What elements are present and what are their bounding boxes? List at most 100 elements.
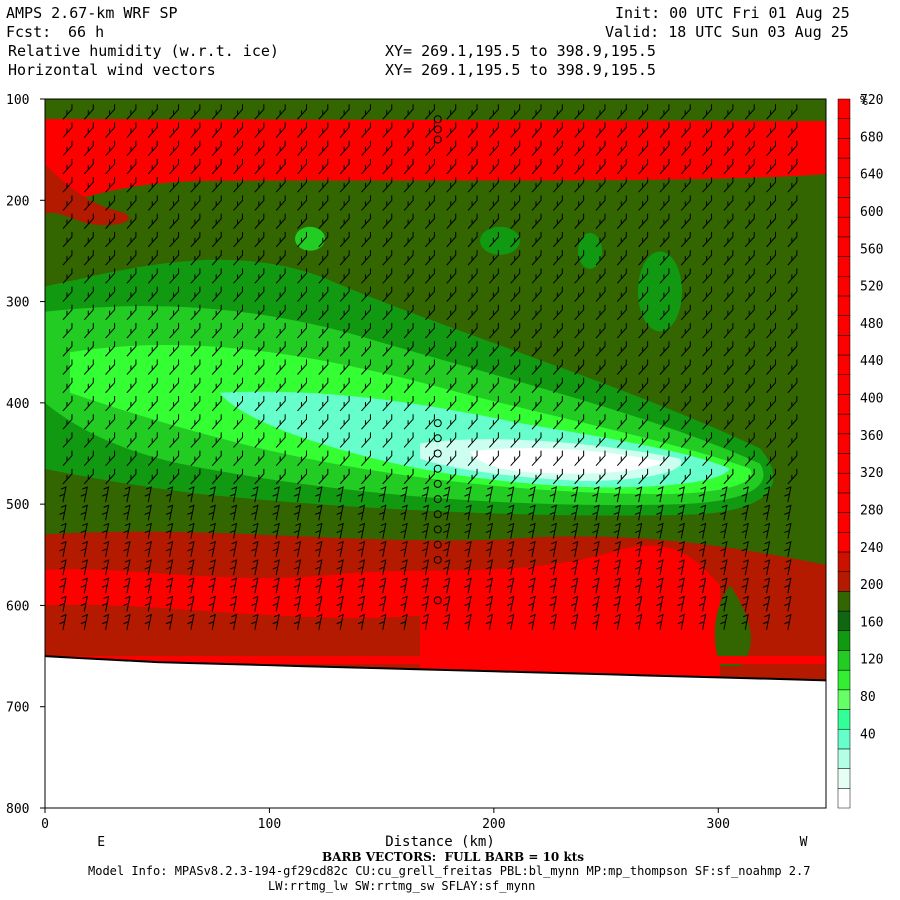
wind-barb <box>297 213 307 229</box>
wind-barb <box>680 304 691 321</box>
wind-barb <box>488 104 499 120</box>
wind-barb <box>467 323 478 339</box>
colorbar-swatch <box>837 413 851 435</box>
wind-barb <box>787 468 798 485</box>
wind-barb <box>723 104 734 120</box>
rh-patch-4 <box>578 232 602 269</box>
wind-barb <box>105 231 116 248</box>
wind-barb <box>659 268 670 284</box>
wind-barb <box>297 158 307 175</box>
wind-barb <box>510 122 521 138</box>
wind-barb <box>169 213 180 229</box>
calm-circle <box>433 555 442 564</box>
wind-barb <box>638 359 649 375</box>
wind-barb <box>659 140 670 157</box>
wind-barbs <box>59 104 798 630</box>
wind-barb <box>510 395 521 412</box>
wind-barb <box>169 304 180 321</box>
wind-barb <box>485 559 494 576</box>
wind-barb <box>361 158 371 175</box>
wind-barb <box>382 432 393 448</box>
wind-barb <box>425 195 435 211</box>
wind-barb <box>318 323 329 339</box>
wind-barb <box>105 395 116 412</box>
wind-barb <box>659 377 670 394</box>
wind-barb <box>638 468 649 485</box>
wind-barb <box>275 177 286 193</box>
wind-barb <box>233 250 244 266</box>
wind-barb <box>488 359 499 375</box>
wind-barb <box>680 140 691 157</box>
wind-barb <box>190 432 201 448</box>
colorbar-swatch <box>837 276 851 297</box>
wind-barb <box>595 140 606 157</box>
wind-barb <box>680 158 691 175</box>
wind-barb <box>592 577 600 594</box>
wind-barb <box>510 359 521 375</box>
wind-barb <box>595 250 606 266</box>
wind-barb <box>400 577 408 594</box>
wind-barb <box>208 486 216 503</box>
wind-barb <box>488 468 499 485</box>
wind-barb <box>229 595 238 612</box>
wind-barb <box>361 304 371 321</box>
wind-barb <box>59 522 67 539</box>
wind-barb <box>616 122 627 138</box>
wind-barb <box>59 613 67 630</box>
colorbar-swatch <box>837 177 851 198</box>
wind-barb <box>723 286 734 302</box>
wind-barb <box>425 158 435 175</box>
wind-barb <box>169 359 180 375</box>
wind-barb <box>443 541 451 557</box>
wind-barb <box>254 104 265 120</box>
wind-barb <box>83 140 94 157</box>
wind-barb <box>766 304 777 321</box>
wind-barb <box>297 250 307 266</box>
wind-barb <box>570 522 579 539</box>
wind-barb <box>787 450 798 466</box>
wind-barb <box>485 613 494 630</box>
wind-barb <box>83 104 94 120</box>
wind-barb <box>62 177 73 193</box>
wind-barb <box>83 395 94 412</box>
plot-area <box>45 99 826 808</box>
wind-barb <box>361 231 371 248</box>
wind-barb <box>229 486 238 503</box>
wind-barb <box>446 432 457 448</box>
wind-barb <box>297 359 307 375</box>
wind-barb <box>574 286 585 302</box>
colorbar-swatch <box>837 118 851 139</box>
wind-barb <box>83 304 94 321</box>
wind-barb <box>531 286 542 302</box>
wind-barb <box>616 140 627 157</box>
wind-barb <box>147 395 158 412</box>
wind-barb <box>656 559 664 576</box>
wind-barb <box>275 195 286 211</box>
wind-barb <box>574 359 585 375</box>
wind-barb <box>592 541 600 557</box>
wind-barb <box>446 231 457 248</box>
wind-barb <box>336 559 344 576</box>
colorbar-label: 400 <box>860 392 883 407</box>
wind-barb <box>297 395 307 412</box>
wind-barb <box>488 377 499 394</box>
wind-barb <box>425 231 435 248</box>
wind-barb <box>574 268 585 284</box>
wind-barb <box>531 140 542 157</box>
wind-barb <box>592 595 600 612</box>
wind-barb <box>574 432 585 448</box>
wind-barb <box>659 122 670 138</box>
wind-barb <box>528 486 536 503</box>
wind-barb <box>766 213 777 229</box>
wind-barb <box>638 195 649 211</box>
wind-barb <box>165 595 174 612</box>
wind-barb <box>101 541 110 557</box>
wind-barb <box>549 577 557 594</box>
wind-barb <box>339 250 350 266</box>
wind-barb <box>208 541 216 557</box>
wind-barb <box>680 468 691 485</box>
wind-barb <box>165 541 174 557</box>
terrain-fill <box>45 656 826 808</box>
wind-barb <box>744 450 755 466</box>
y-tick-label: 100 <box>6 93 29 108</box>
